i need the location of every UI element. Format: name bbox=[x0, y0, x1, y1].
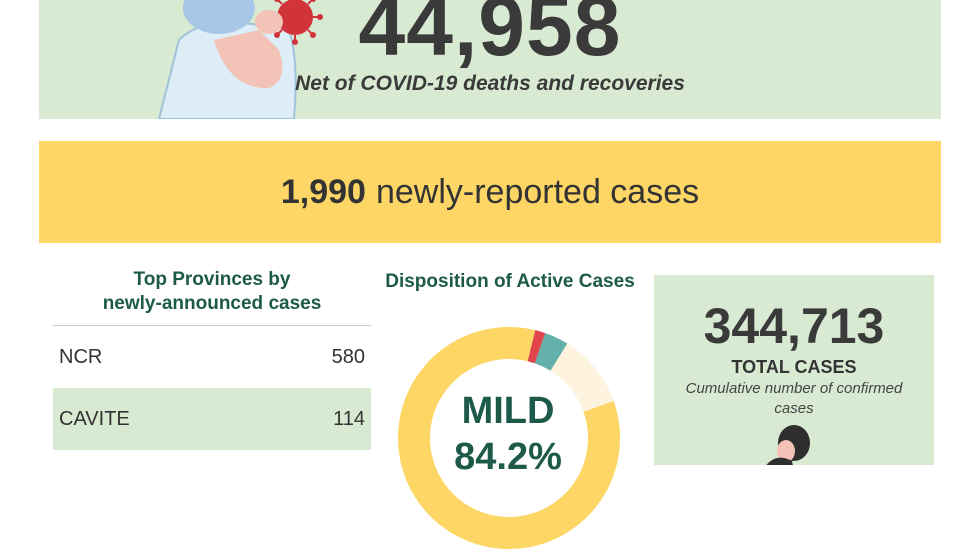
provinces-title-line1: Top Provinces by bbox=[133, 269, 291, 290]
new-cases-count: 1,990 bbox=[280, 172, 366, 211]
provinces-title-line2: newly-announced cases bbox=[102, 293, 322, 314]
coughing-person-illustration bbox=[157, 0, 323, 119]
donut-percent: 84.2% bbox=[454, 436, 562, 478]
active-cases-caption: Net of COVID-19 deaths and recoveries bbox=[295, 72, 685, 95]
woman-illustration bbox=[766, 425, 810, 465]
disposition-title: Disposition of Active Cases bbox=[385, 271, 635, 292]
virus-icon bbox=[267, 0, 323, 45]
new-cases-banner: 1,990 newly-reported cases bbox=[39, 141, 941, 243]
provinces-table: NCR 580 CAVITE 114 bbox=[53, 325, 371, 450]
total-cases-label: TOTAL CASES bbox=[731, 357, 857, 377]
donut-category: MILD bbox=[461, 390, 555, 432]
active-cases-banner: 44,958 Net of COVID-19 deaths and recove… bbox=[39, 0, 941, 119]
province-name: NCR bbox=[59, 345, 103, 368]
new-cases-label: newly-reported cases bbox=[375, 172, 700, 211]
province-value: 580 bbox=[331, 345, 365, 368]
disposition-donut bbox=[398, 327, 620, 549]
donut-segment-teal bbox=[534, 333, 568, 371]
provinces-title: Top Provinces by newly-announced cases bbox=[53, 268, 371, 316]
table-row: CAVITE 114 bbox=[53, 388, 371, 450]
province-value: 114 bbox=[333, 407, 365, 430]
province-name: CAVITE bbox=[59, 407, 130, 430]
donut-segment-red bbox=[527, 330, 546, 364]
table-row: NCR 580 bbox=[53, 326, 371, 388]
donut-center-label: MILD 84.2% bbox=[420, 388, 596, 480]
total-cases-count: 344,713 bbox=[703, 298, 885, 354]
active-cases-count: 44,958 bbox=[358, 0, 622, 73]
donut-segment-light bbox=[550, 343, 614, 412]
total-cases-description: Cumulative number of confirmed cases bbox=[685, 380, 903, 417]
total-cases-card: 344,713 TOTAL CASES Cumulative number of… bbox=[654, 275, 934, 465]
